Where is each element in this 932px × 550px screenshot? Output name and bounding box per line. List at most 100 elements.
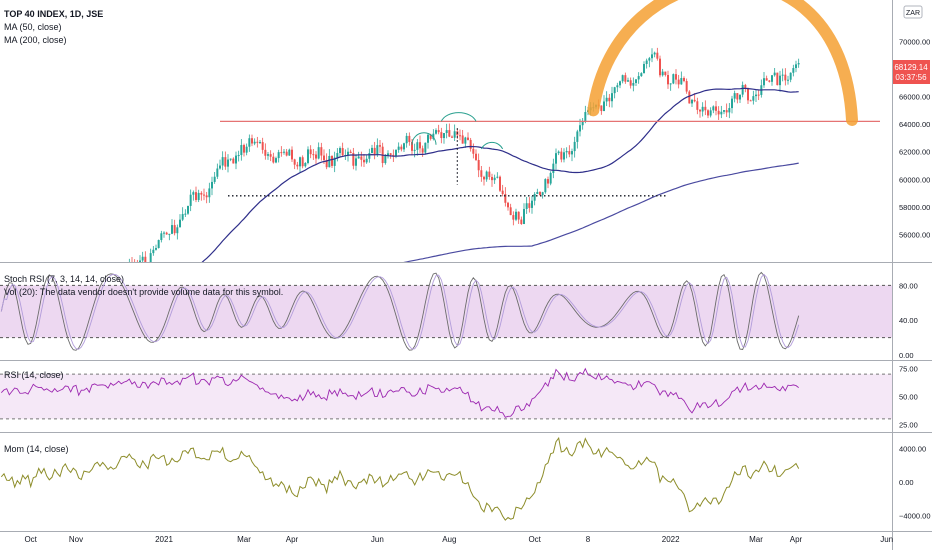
candle-body — [685, 81, 688, 92]
candle-body — [461, 135, 464, 144]
mom-tick-1: 0.00 — [899, 478, 914, 487]
rsi-tick-0: 75.00 — [899, 365, 918, 374]
currency-label: ZAR — [906, 10, 920, 17]
candle-body — [677, 79, 680, 85]
candle-body — [501, 190, 504, 195]
candle-body — [152, 249, 155, 254]
candle-body — [675, 74, 677, 80]
candle-body — [747, 88, 749, 101]
candle-body — [395, 149, 397, 157]
candle-body — [709, 110, 712, 116]
candle-body — [160, 233, 163, 241]
candle-body — [579, 125, 581, 132]
candle-body — [16, 340, 18, 349]
candle-body — [611, 93, 613, 102]
momentum-panel[interactable] — [0, 436, 800, 521]
candle-body — [632, 83, 635, 86]
rsi-panel[interactable] — [0, 367, 892, 420]
candle-body — [11, 338, 13, 348]
candle-body — [568, 151, 571, 155]
candle-body — [528, 203, 531, 208]
candle-body — [779, 75, 781, 86]
candle-body — [408, 135, 411, 142]
candle-body — [701, 106, 704, 112]
candle-body — [429, 134, 432, 139]
candle-body — [171, 225, 173, 234]
candle-body — [419, 142, 421, 149]
candle-body — [581, 121, 584, 126]
candle-body — [357, 156, 360, 159]
price-tick-6: 58000.00 — [899, 203, 930, 212]
candle-body — [219, 165, 221, 169]
candle-body — [603, 101, 605, 112]
x-tick-7: Oct — [528, 535, 541, 544]
candle-body — [336, 153, 339, 158]
candle-body — [757, 94, 760, 96]
candle-body — [371, 147, 373, 154]
candle-body — [565, 151, 568, 153]
x-tick-0: Oct — [24, 535, 37, 544]
candle-body — [14, 338, 16, 340]
candle-body — [725, 110, 728, 113]
candle-body — [600, 105, 603, 112]
candle-body — [563, 152, 565, 160]
candle-body — [493, 177, 496, 181]
candle-body — [208, 188, 211, 198]
candle-body — [571, 151, 573, 155]
candle-body — [704, 106, 707, 111]
candle-body — [309, 149, 312, 155]
stoch-d-line — [0, 273, 800, 350]
candle-body — [491, 176, 493, 181]
candle-body — [352, 153, 355, 166]
candle-body — [253, 141, 256, 144]
candle-body — [741, 84, 744, 95]
candle-body — [451, 136, 453, 138]
price-panel[interactable] — [0, 0, 880, 361]
stoch-rsi-panel[interactable] — [0, 271, 892, 351]
candle-body — [325, 160, 328, 168]
candle-body — [699, 109, 701, 112]
candle-body — [605, 97, 608, 102]
candle-body — [288, 149, 291, 156]
candle-body — [744, 84, 747, 89]
candle-body — [195, 192, 197, 200]
candle-body — [707, 110, 709, 116]
x-tick-8: 8 — [586, 535, 591, 544]
candle-body — [168, 233, 171, 235]
x-tick-1: Nov — [69, 535, 83, 544]
candle-body — [368, 153, 371, 159]
candle-body — [323, 155, 325, 161]
candle-body — [355, 158, 357, 166]
candle-body — [499, 176, 501, 191]
candle-body — [624, 75, 627, 82]
candle-body — [139, 260, 141, 262]
candle-body — [739, 94, 741, 100]
stoch-tick-1: 40.00 — [899, 316, 918, 325]
legend-ma50: MA (50, close) — [4, 22, 62, 32]
ma50-line — [201, 87, 799, 262]
candle-body — [165, 232, 168, 235]
rsi-tick-1: 50.00 — [899, 393, 918, 402]
rsi-tick-2: 25.00 — [899, 420, 918, 429]
candle-body — [237, 155, 240, 157]
candle-body — [435, 130, 437, 134]
price-tick-5: 60000.00 — [899, 175, 930, 184]
candle-body — [720, 111, 723, 115]
candle-body — [320, 147, 323, 156]
candle-body — [688, 91, 691, 104]
candle-body — [667, 75, 669, 85]
candle-body — [496, 176, 499, 178]
stoch-tick-2: 0.00 — [899, 351, 914, 360]
mom-tick-2: −4000.00 — [899, 511, 931, 520]
candle-body — [0, 356, 2, 359]
candle-body — [149, 253, 152, 262]
candle-body — [504, 194, 507, 203]
candle-body — [680, 78, 683, 85]
candle-body — [144, 256, 147, 262]
candle-body — [467, 137, 469, 140]
candle-body — [179, 219, 181, 228]
candle-body — [389, 153, 392, 155]
head-arc — [440, 112, 477, 122]
candle-body — [736, 93, 739, 100]
